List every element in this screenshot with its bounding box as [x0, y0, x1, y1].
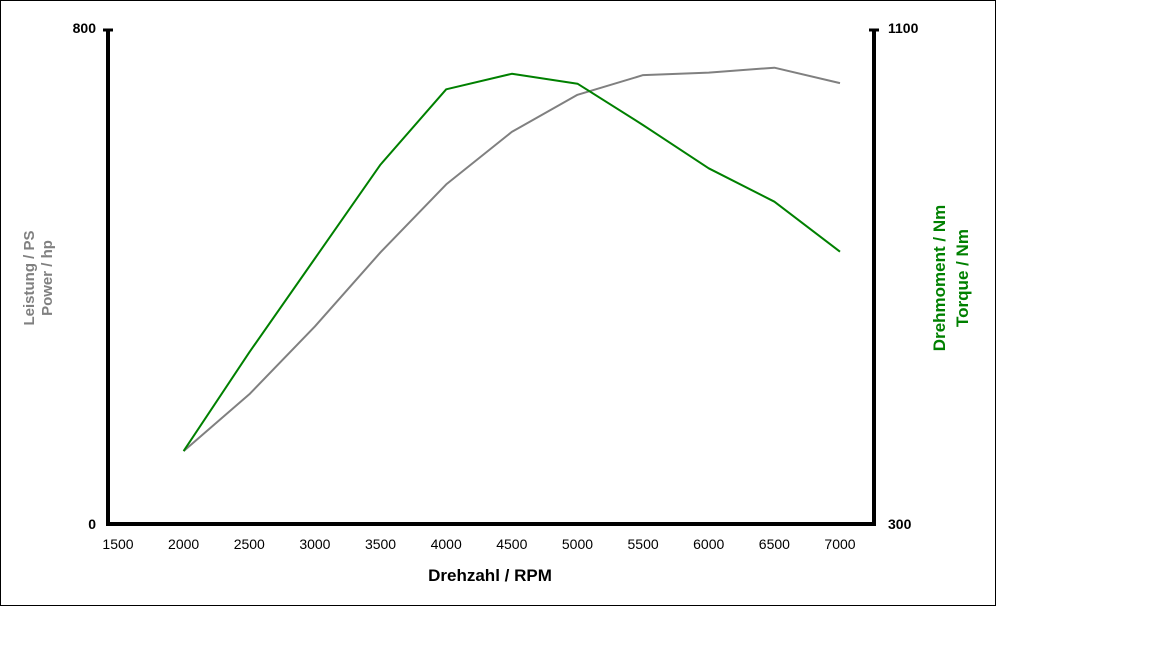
x-tick-label: 3000: [299, 536, 330, 552]
x-tick-label: 7000: [824, 536, 855, 552]
y-left-max-label: 800: [73, 20, 97, 36]
x-tick-label: 3500: [365, 536, 396, 552]
x-tick-label: 1500: [102, 536, 133, 552]
chart-frame: [0, 0, 996, 606]
y-right-max-label: 1100: [888, 20, 919, 36]
y-right-title-line2: Torque / Nm: [953, 229, 972, 327]
x-tick-label: 2000: [168, 536, 199, 552]
torque-series-line: [182, 72, 841, 452]
power-series-line: [182, 66, 841, 452]
y-left-title-line2: Power / hp: [39, 240, 56, 316]
x-tick-label: 5000: [562, 536, 593, 552]
axes: [103, 28, 879, 526]
x-axis-title: Drehzahl / RPM: [428, 566, 552, 585]
y-right-title-line1: Drehmoment / Nm: [930, 205, 949, 351]
x-tick-label: 6500: [759, 536, 790, 552]
x-tick-label: 4000: [431, 536, 462, 552]
x-tick-label: 4500: [496, 536, 527, 552]
y-left-title-line1: Leistung / PS: [21, 230, 38, 325]
x-tick-label: 5500: [628, 536, 659, 552]
x-tick-label: 6000: [693, 536, 724, 552]
y-left-min-label: 0: [88, 516, 96, 532]
x-tick-label: 2500: [234, 536, 265, 552]
y-right-min-label: 300: [888, 516, 912, 532]
series-group: [182, 66, 841, 452]
x-tick-labels: 1500 2000 2500 3000 3500 4000 4500 5000 5500 6000…: [102, 536, 855, 552]
